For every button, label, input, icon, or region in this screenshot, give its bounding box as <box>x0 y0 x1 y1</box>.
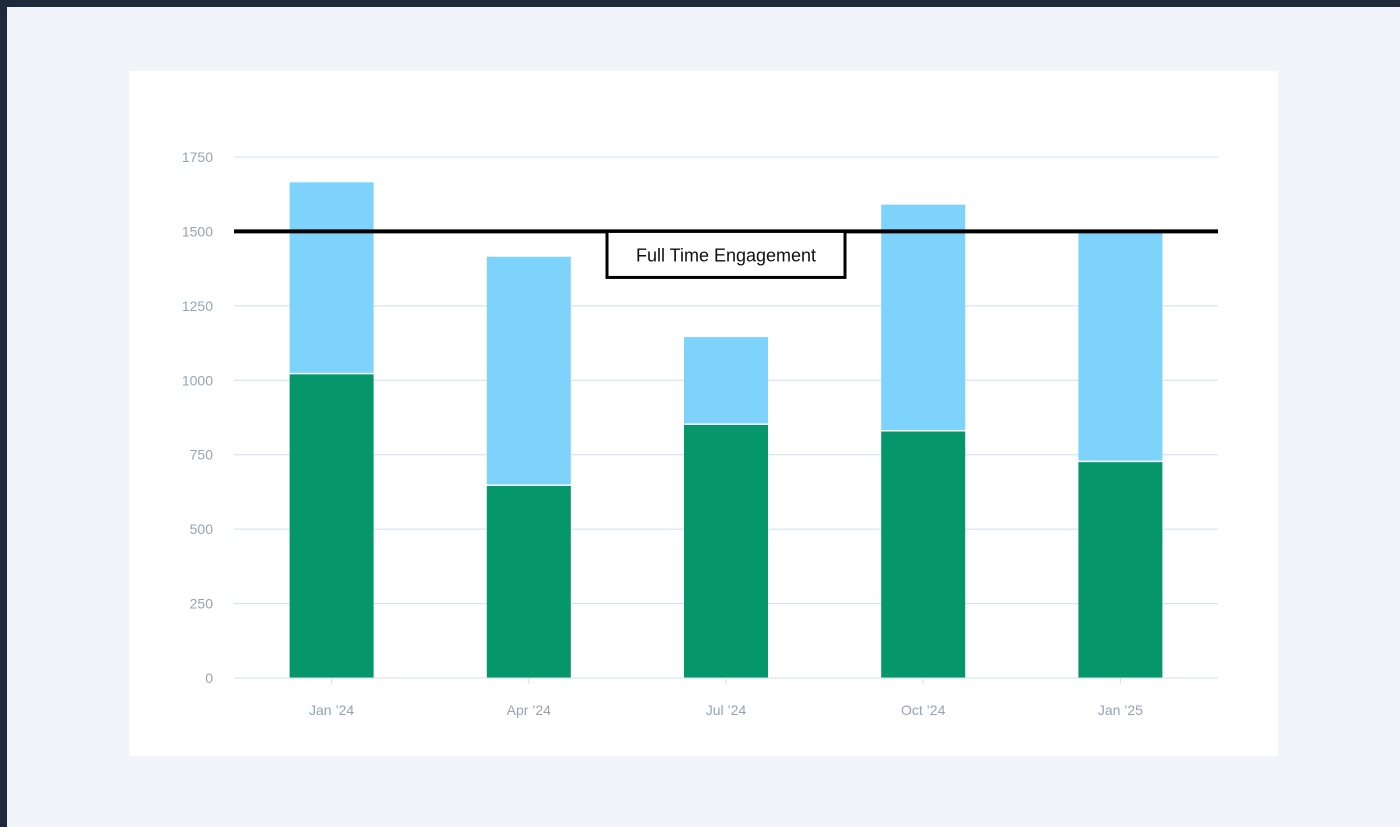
bar-segment <box>289 182 374 373</box>
y-tick-label: 1750 <box>182 149 213 165</box>
y-tick-label: 1250 <box>182 298 213 314</box>
page-background: 0 250 500 750 1000 1250 1500 1750 Jan ’24 Apr ’2… <box>7 7 1400 827</box>
chart-card: 0 250 500 750 1000 1250 1500 1750 Jan ’24 Apr ’2… <box>129 71 1278 756</box>
x-tick-label: Oct ’24 <box>901 702 946 718</box>
y-tick-label: 250 <box>190 596 214 612</box>
y-tick-label: 1500 <box>182 223 213 239</box>
reference-line-group: Full Time Engagement <box>234 229 1218 279</box>
x-axis-ticks: Jan ’24 Apr ’24 Jul ’24 Oct ’24 Jan ’25 <box>234 677 1218 718</box>
y-axis-ticks: 0 250 500 750 1000 1250 1500 1750 <box>182 149 213 686</box>
bar-segment <box>486 485 571 678</box>
bar-segment <box>1078 231 1163 461</box>
stacked-bar-chart: 0 250 500 750 1000 1250 1500 1750 Jan ’24 Apr ’2… <box>182 149 1218 718</box>
bars <box>289 182 1163 678</box>
x-tick-label: Jan ’25 <box>1098 702 1143 718</box>
y-tick-label: 500 <box>190 521 214 537</box>
bar-segment <box>684 424 768 678</box>
bar-segment <box>1078 462 1163 678</box>
reference-label-box <box>605 229 847 279</box>
y-tick-label: 750 <box>190 447 214 463</box>
bar-segment <box>289 374 374 678</box>
y-tick-label: 0 <box>205 670 213 686</box>
y-tick-label: 1000 <box>182 372 213 388</box>
bar-segment <box>881 204 966 430</box>
reference-label: Full Time Engagement <box>636 245 816 265</box>
x-tick-label: Jan ’24 <box>309 702 354 718</box>
x-tick-label: Jul ’24 <box>706 702 747 718</box>
bar-segment <box>684 337 768 424</box>
bar-segment <box>881 431 966 678</box>
bar-segment <box>486 256 571 485</box>
x-tick-label: Apr ’24 <box>507 702 552 718</box>
